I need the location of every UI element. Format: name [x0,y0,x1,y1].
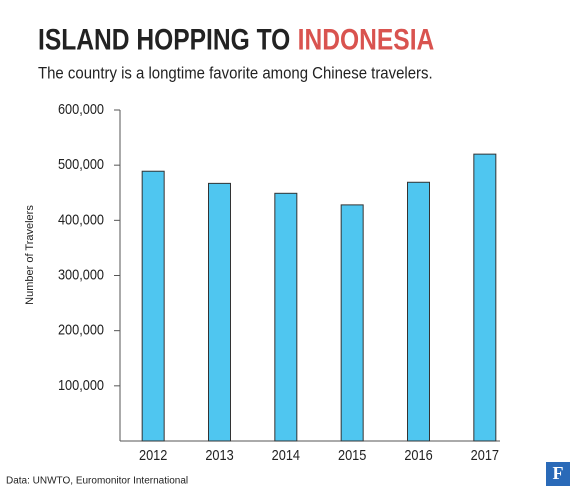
bar [473,153,497,442]
x-tick-label: 2015 [338,446,367,463]
x-tick-label: 2012 [139,446,168,463]
y-tick-label: 300,000 [58,265,104,282]
x-tick-label: 2016 [404,446,433,463]
source: Data: UNWTO, Euromonitor International [6,476,188,487]
x-tick-label: 2014 [272,446,301,463]
x-tick-label: 2017 [471,446,500,463]
bar [141,170,165,442]
y-tick-label: 200,000 [58,321,104,338]
x-tick-label: 2013 [205,446,234,463]
y-tick-label: 500,000 [58,155,104,172]
y-tick-label: 600,000 [58,100,104,117]
y-tick-label: 100,000 [58,376,104,393]
bar [274,192,298,442]
chart-title: ISLAND HOPPING TO INDONESIA [38,23,434,57]
title-main: ISLAND HOPPING TO [38,23,290,57]
logo-box [546,462,570,486]
y-axis-label: Number of Travelers [24,205,36,305]
bar [407,181,430,442]
y-tick-label: 400,000 [58,210,104,227]
logo: F [553,463,564,483]
title-highlight: INDONESIA [298,23,435,57]
bar [340,204,364,442]
bar [208,182,231,442]
chart-subtitle: The country is a longtime favorite among… [38,65,433,83]
